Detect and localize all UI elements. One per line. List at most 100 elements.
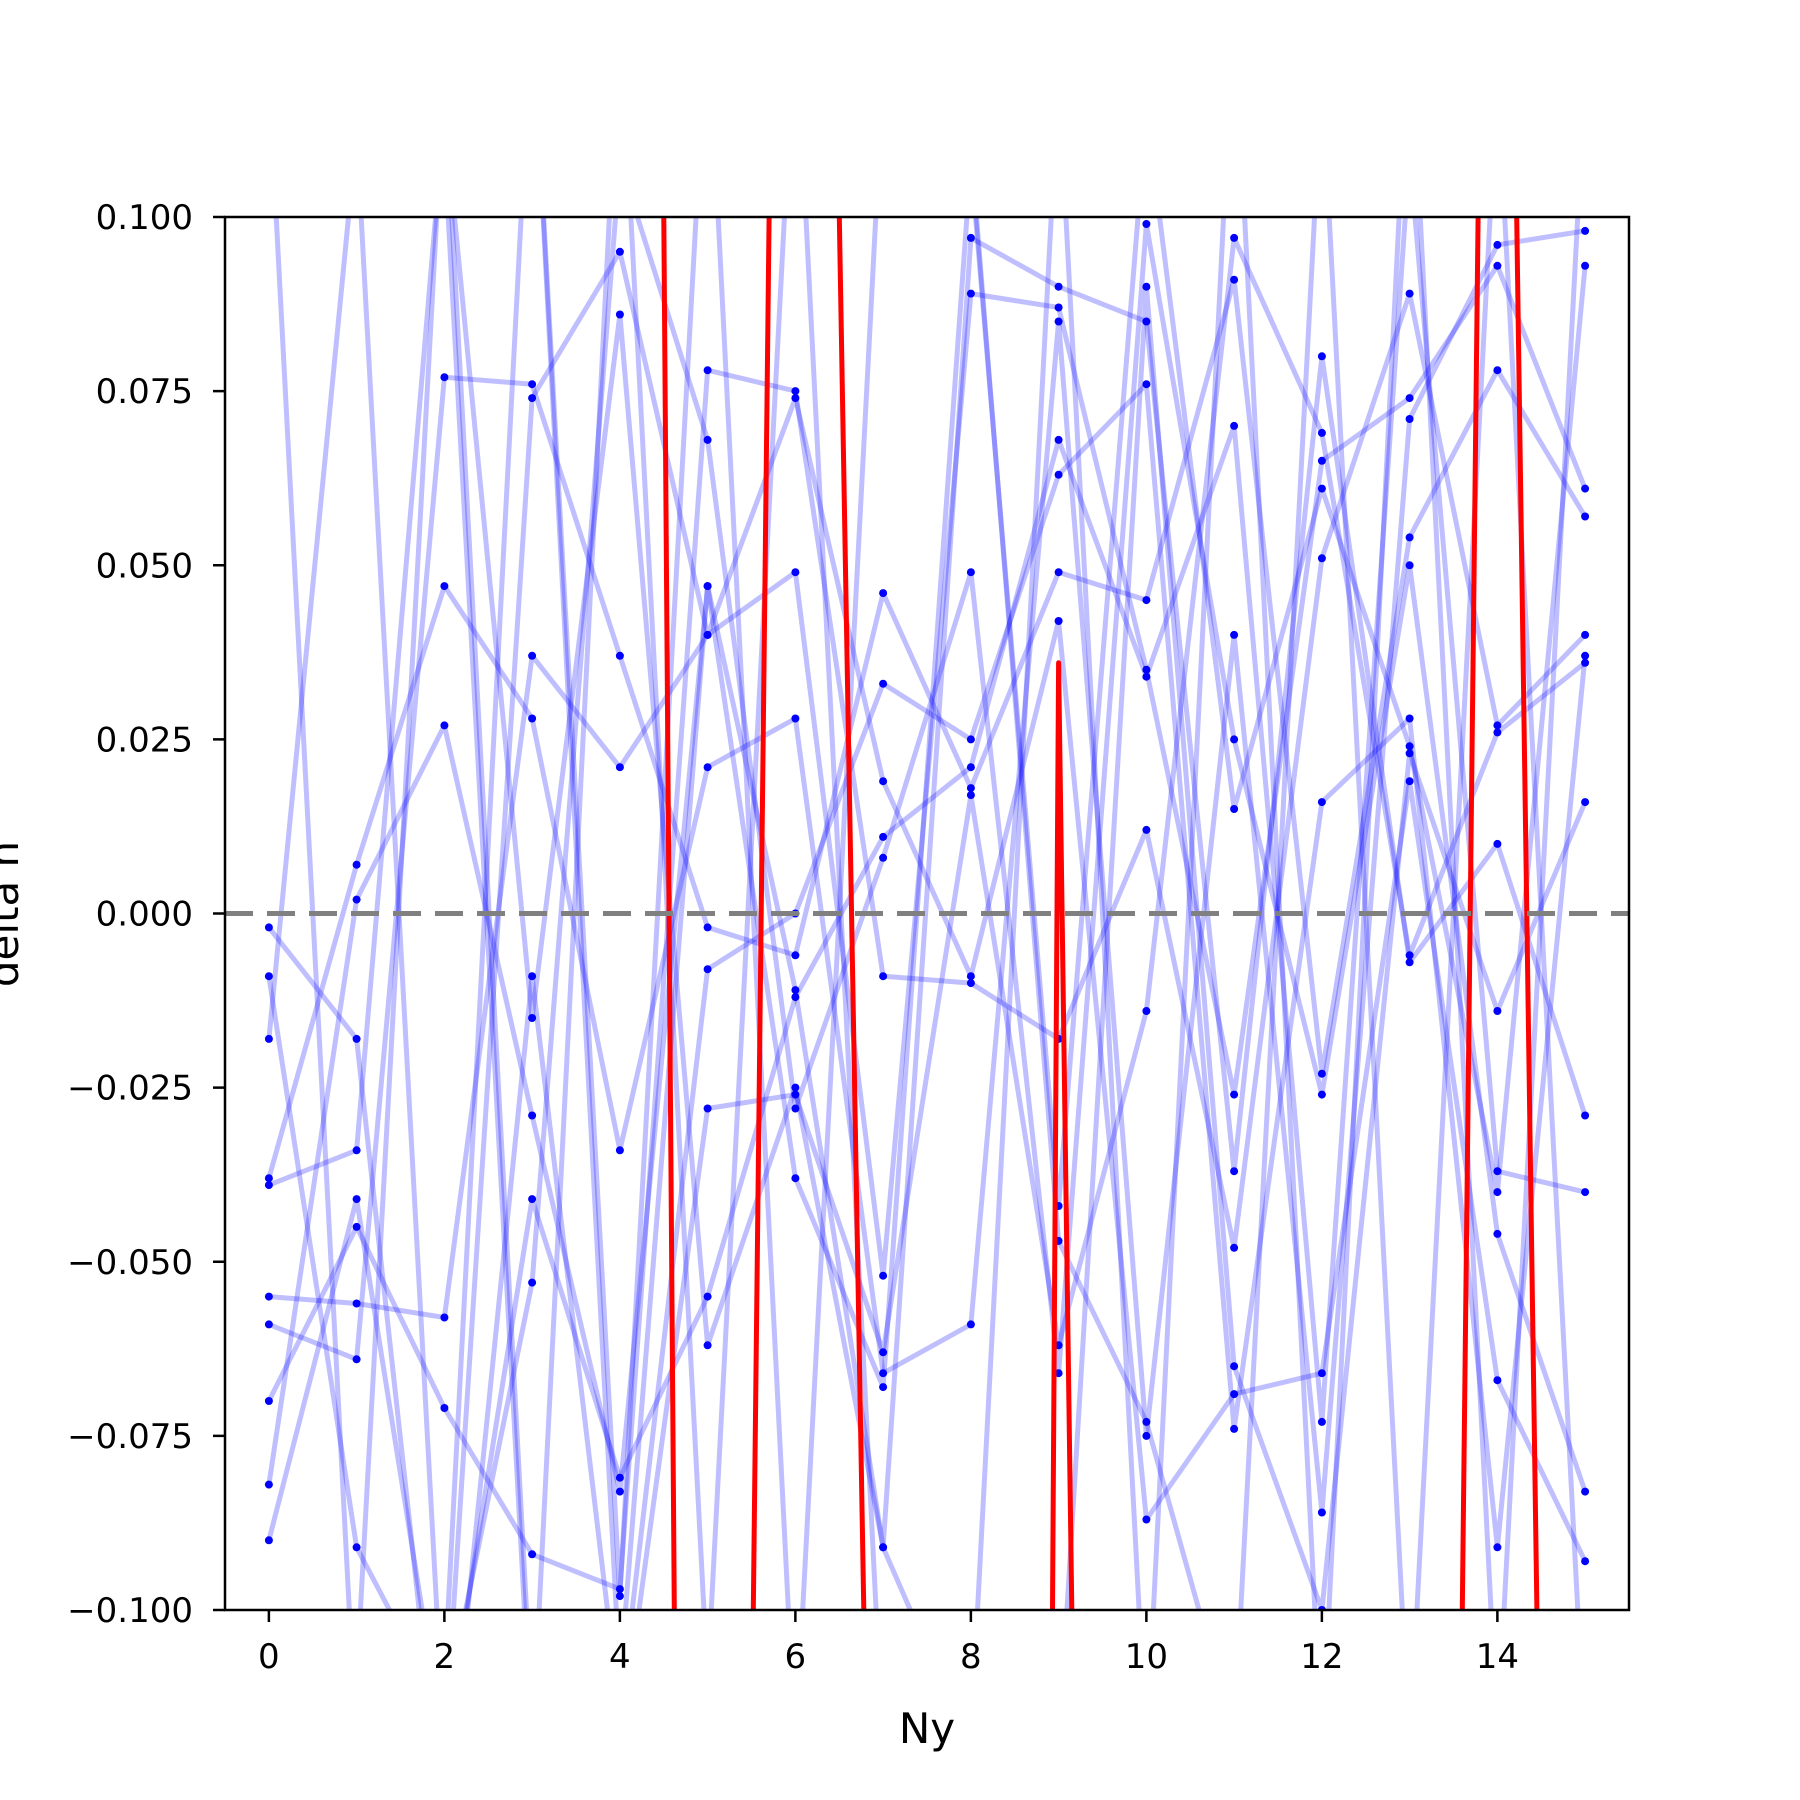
data-point <box>1493 240 1502 249</box>
data-point <box>265 74 273 82</box>
data-point <box>1406 4 1414 12</box>
y-tick-label: −0.050 <box>67 1243 193 1283</box>
x-axis: 0 2 4 6 8 10 12 14 <box>258 1610 1519 1677</box>
data-point <box>1493 1543 1502 1552</box>
data-point <box>703 1292 712 1301</box>
data-point <box>966 972 975 981</box>
data-point <box>1054 1369 1063 1378</box>
series-line <box>266 381 1588 1610</box>
data-point <box>791 951 800 960</box>
data-point <box>967 1731 975 1739</box>
data-point <box>879 1271 888 1280</box>
data-point <box>1581 512 1590 521</box>
data-point <box>1581 74 1589 82</box>
data-point <box>791 714 800 723</box>
data-point <box>616 157 624 165</box>
data-point <box>1581 261 1590 270</box>
data-point <box>440 1745 448 1753</box>
data-point <box>440 373 449 382</box>
data-point <box>1406 1745 1414 1753</box>
data-point <box>1055 1745 1063 1753</box>
data-point <box>966 568 975 577</box>
series-line <box>268 263 1588 1320</box>
data-point <box>879 1369 888 1378</box>
data-point <box>1230 1243 1239 1252</box>
data-point <box>1317 1508 1326 1517</box>
data-point <box>703 763 712 772</box>
data-point <box>1317 798 1326 807</box>
data-point <box>1230 275 1239 284</box>
data-point <box>1493 1229 1502 1238</box>
series-line <box>266 217 1588 1610</box>
data-point <box>879 1543 888 1552</box>
data-point <box>791 568 800 577</box>
data-point <box>1054 303 1063 312</box>
data-point <box>879 1745 887 1753</box>
data-point <box>1581 798 1590 807</box>
data-point <box>265 1745 273 1753</box>
data-point <box>1230 1362 1239 1371</box>
data-point <box>1493 261 1502 270</box>
data-point <box>879 972 888 981</box>
data-point <box>791 394 800 403</box>
data-point <box>967 143 975 151</box>
data-point <box>879 832 888 841</box>
data-point <box>1405 289 1414 298</box>
data-point <box>352 1195 361 1204</box>
data-point <box>791 387 800 396</box>
data-point <box>615 310 624 319</box>
data-point <box>353 1676 361 1684</box>
data-point <box>1405 533 1414 542</box>
data-point <box>1230 630 1239 639</box>
data-point <box>1581 1487 1590 1496</box>
data-point <box>1581 651 1590 660</box>
data-point <box>1055 74 1063 82</box>
series-line <box>266 228 1586 1515</box>
data-point <box>264 923 273 932</box>
data-point <box>352 860 361 869</box>
data-point <box>703 1104 712 1113</box>
data-point <box>1493 1007 1502 1015</box>
data-point <box>1581 1745 1589 1753</box>
x-tick-label: 6 <box>785 1637 807 1677</box>
data-point <box>1581 630 1590 639</box>
data-point <box>1142 220 1151 228</box>
data-point <box>616 4 624 12</box>
series-line <box>266 217 1588 1495</box>
data-point <box>703 366 712 375</box>
data-point <box>1230 1731 1238 1739</box>
data-point <box>1493 74 1501 82</box>
data-point <box>791 1745 799 1753</box>
data-point <box>352 1146 361 1155</box>
data-point <box>440 143 448 151</box>
data-point <box>1318 74 1326 82</box>
data-point <box>879 74 887 82</box>
data-point <box>1318 1745 1326 1753</box>
data-point <box>966 735 975 744</box>
data-point <box>1142 282 1151 291</box>
data-point <box>703 1341 712 1350</box>
data-point <box>703 630 712 639</box>
data-point <box>1142 1417 1151 1426</box>
series-layer <box>266 217 1588 1610</box>
data-point <box>440 74 448 82</box>
data-point <box>1493 1167 1502 1176</box>
data-point <box>1230 421 1239 430</box>
x-axis-label: Ny <box>899 1704 955 1753</box>
data-point <box>616 1711 624 1719</box>
data-point <box>440 1404 449 1412</box>
data-point <box>440 109 448 117</box>
series-line <box>266 217 1586 1610</box>
data-point <box>615 1592 624 1601</box>
data-point <box>353 4 361 12</box>
data-point <box>791 1083 800 1092</box>
data-point <box>966 289 975 298</box>
data-point <box>791 4 799 12</box>
data-point <box>352 895 361 904</box>
data-point <box>1405 561 1414 570</box>
x-tick-label: 8 <box>960 1637 982 1677</box>
y-tick-label: −0.025 <box>67 1069 193 1109</box>
data-point <box>966 1320 975 1329</box>
data-point <box>528 4 536 12</box>
data-point <box>791 1104 800 1113</box>
